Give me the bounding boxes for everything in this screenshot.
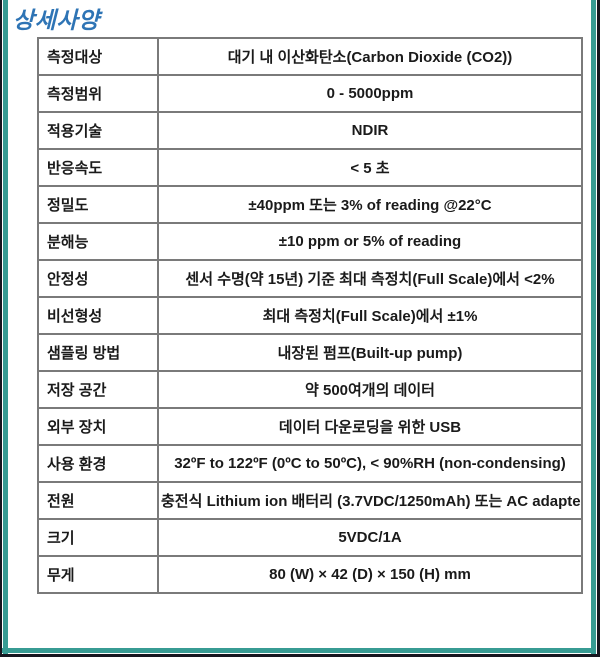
table-row: 적용기술 NDIR — [37, 111, 583, 150]
spec-value: 0 - 5000ppm — [157, 74, 583, 113]
frame-dark-left-line — [0, 0, 2, 657]
frame-dark-bottom-line — [0, 654, 600, 657]
spec-table: 측정대상 대기 내 이산화탄소(Carbon Dioxide (CO2)) 측정… — [37, 37, 583, 594]
spec-value: < 5 초 — [157, 148, 583, 187]
spec-label: 비선형성 — [37, 296, 159, 335]
spec-label: 전원 — [37, 481, 159, 520]
spec-label: 안정성 — [37, 259, 159, 298]
spec-value: ±10 ppm or 5% of reading — [157, 222, 583, 261]
table-row: 샘플링 방법 내장된 펌프(Built-up pump) — [37, 333, 583, 372]
spec-label: 저장 공간 — [37, 370, 159, 409]
spec-label: 정밀도 — [37, 185, 159, 224]
table-row: 측정대상 대기 내 이산화탄소(Carbon Dioxide (CO2)) — [37, 37, 583, 76]
spec-label: 무게 — [37, 555, 159, 594]
frame-dark-right-line — [597, 0, 600, 657]
spec-label: 적용기술 — [37, 111, 159, 150]
spec-label: 분해능 — [37, 222, 159, 261]
table-row: 측정범위 0 - 5000ppm — [37, 74, 583, 113]
spec-table-body: 측정대상 대기 내 이산화탄소(Carbon Dioxide (CO2)) 측정… — [37, 37, 583, 594]
table-row: 반응속도 < 5 초 — [37, 148, 583, 187]
frame-teal-bottom-line — [2, 648, 596, 653]
spec-label: 외부 장치 — [37, 407, 159, 446]
table-row: 저장 공간 약 500여개의 데이터 — [37, 370, 583, 409]
frame-teal-right-line — [591, 0, 596, 657]
spec-label: 샘플링 방법 — [37, 333, 159, 372]
table-row: 크기 5VDC/1A — [37, 518, 583, 557]
spec-value: ±40ppm 또는 3% of reading @22°C — [157, 185, 583, 224]
spec-label: 측정범위 — [37, 74, 159, 113]
spec-label: 크기 — [37, 518, 159, 557]
spec-value: 대기 내 이산화탄소(Carbon Dioxide (CO2)) — [157, 37, 583, 76]
spec-value: 센서 수명(약 15년) 기준 최대 측정치(Full Scale)에서 <2% — [157, 259, 583, 298]
spec-label: 측정대상 — [37, 37, 159, 76]
table-row: 비선형성 최대 측정치(Full Scale)에서 ±1% — [37, 296, 583, 335]
spec-value: 충전식 Lithium ion 배터리 (3.7VDC/1250mAh) 또는 … — [157, 481, 583, 520]
table-row: 무게 80 (W) × 42 (D) × 150 (H) mm — [37, 555, 583, 594]
table-row: 분해능 ±10 ppm or 5% of reading — [37, 222, 583, 261]
spec-value: 데이터 다운로딩을 위한 USB — [157, 407, 583, 446]
spec-value: 내장된 펌프(Built-up pump) — [157, 333, 583, 372]
spec-value: 32ºF to 122ºF (0ºC to 50ºC), < 90%RH (no… — [157, 444, 583, 483]
table-row: 안정성 센서 수명(약 15년) 기준 최대 측정치(Full Scale)에서… — [37, 259, 583, 298]
frame-teal-left-line — [3, 0, 8, 657]
spec-value: 80 (W) × 42 (D) × 150 (H) mm — [157, 555, 583, 594]
spec-value: 최대 측정치(Full Scale)에서 ±1% — [157, 296, 583, 335]
table-row: 전원 충전식 Lithium ion 배터리 (3.7VDC/1250mAh) … — [37, 481, 583, 520]
spec-value: 약 500여개의 데이터 — [157, 370, 583, 409]
table-row: 정밀도 ±40ppm 또는 3% of reading @22°C — [37, 185, 583, 224]
spec-label: 사용 환경 — [37, 444, 159, 483]
page-title: 상세사양 — [13, 7, 100, 33]
table-row: 사용 환경 32ºF to 122ºF (0ºC to 50ºC), < 90%… — [37, 444, 583, 483]
table-row: 외부 장치 데이터 다운로딩을 위한 USB — [37, 407, 583, 446]
spec-value: NDIR — [157, 111, 583, 150]
spec-label: 반응속도 — [37, 148, 159, 187]
spec-value: 5VDC/1A — [157, 518, 583, 557]
